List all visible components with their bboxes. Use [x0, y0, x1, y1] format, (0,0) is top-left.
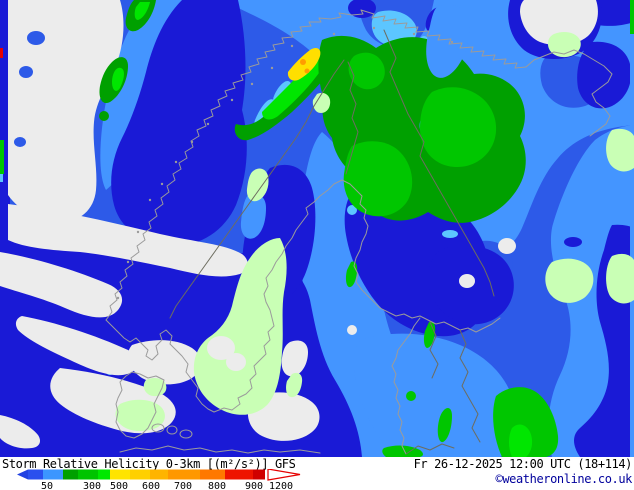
svg-text:800: 800 — [208, 481, 226, 490]
legend-color-segments — [28, 469, 265, 480]
legend-right-arrow-icon — [267, 468, 301, 481]
cyan-and-edge-accents — [0, 0, 634, 457]
map-title: Storm Relative Helicity 0-3km [(m²/s²)] … — [2, 457, 296, 471]
white-regions — [0, 0, 598, 449]
svg-text:300: 300 — [83, 481, 101, 490]
color-scale-legend: 50 300 500 600 700 800 900 1200 — [16, 468, 316, 490]
svg-text:900: 900 — [245, 481, 263, 490]
svg-text:700: 700 — [174, 481, 192, 490]
forecast-datetime: Fr 26-12-2025 12:00 UTC (18+114) — [413, 457, 633, 471]
legend-tick-labels: 50 300 500 600 700 800 900 1200 — [41, 481, 293, 490]
svg-text:50: 50 — [41, 481, 53, 490]
yellow-orange-maxima — [287, 48, 321, 81]
svg-text:1200: 1200 — [269, 481, 293, 490]
helicity-map — [0, 0, 634, 457]
copyright-label: ©weatheronline.co.uk — [495, 472, 633, 486]
coastlines — [105, 9, 613, 455]
green-regions — [99, 0, 559, 457]
map-footer: Storm Relative Helicity 0-3km [(m²/s²)] … — [0, 457, 634, 490]
svg-text:500: 500 — [110, 481, 128, 490]
legend-left-arrow-icon — [17, 469, 28, 480]
svg-text:600: 600 — [142, 481, 160, 490]
legend-svg: 50 300 500 600 700 800 900 1200 — [17, 468, 301, 490]
helicity-map-svg — [0, 0, 634, 457]
